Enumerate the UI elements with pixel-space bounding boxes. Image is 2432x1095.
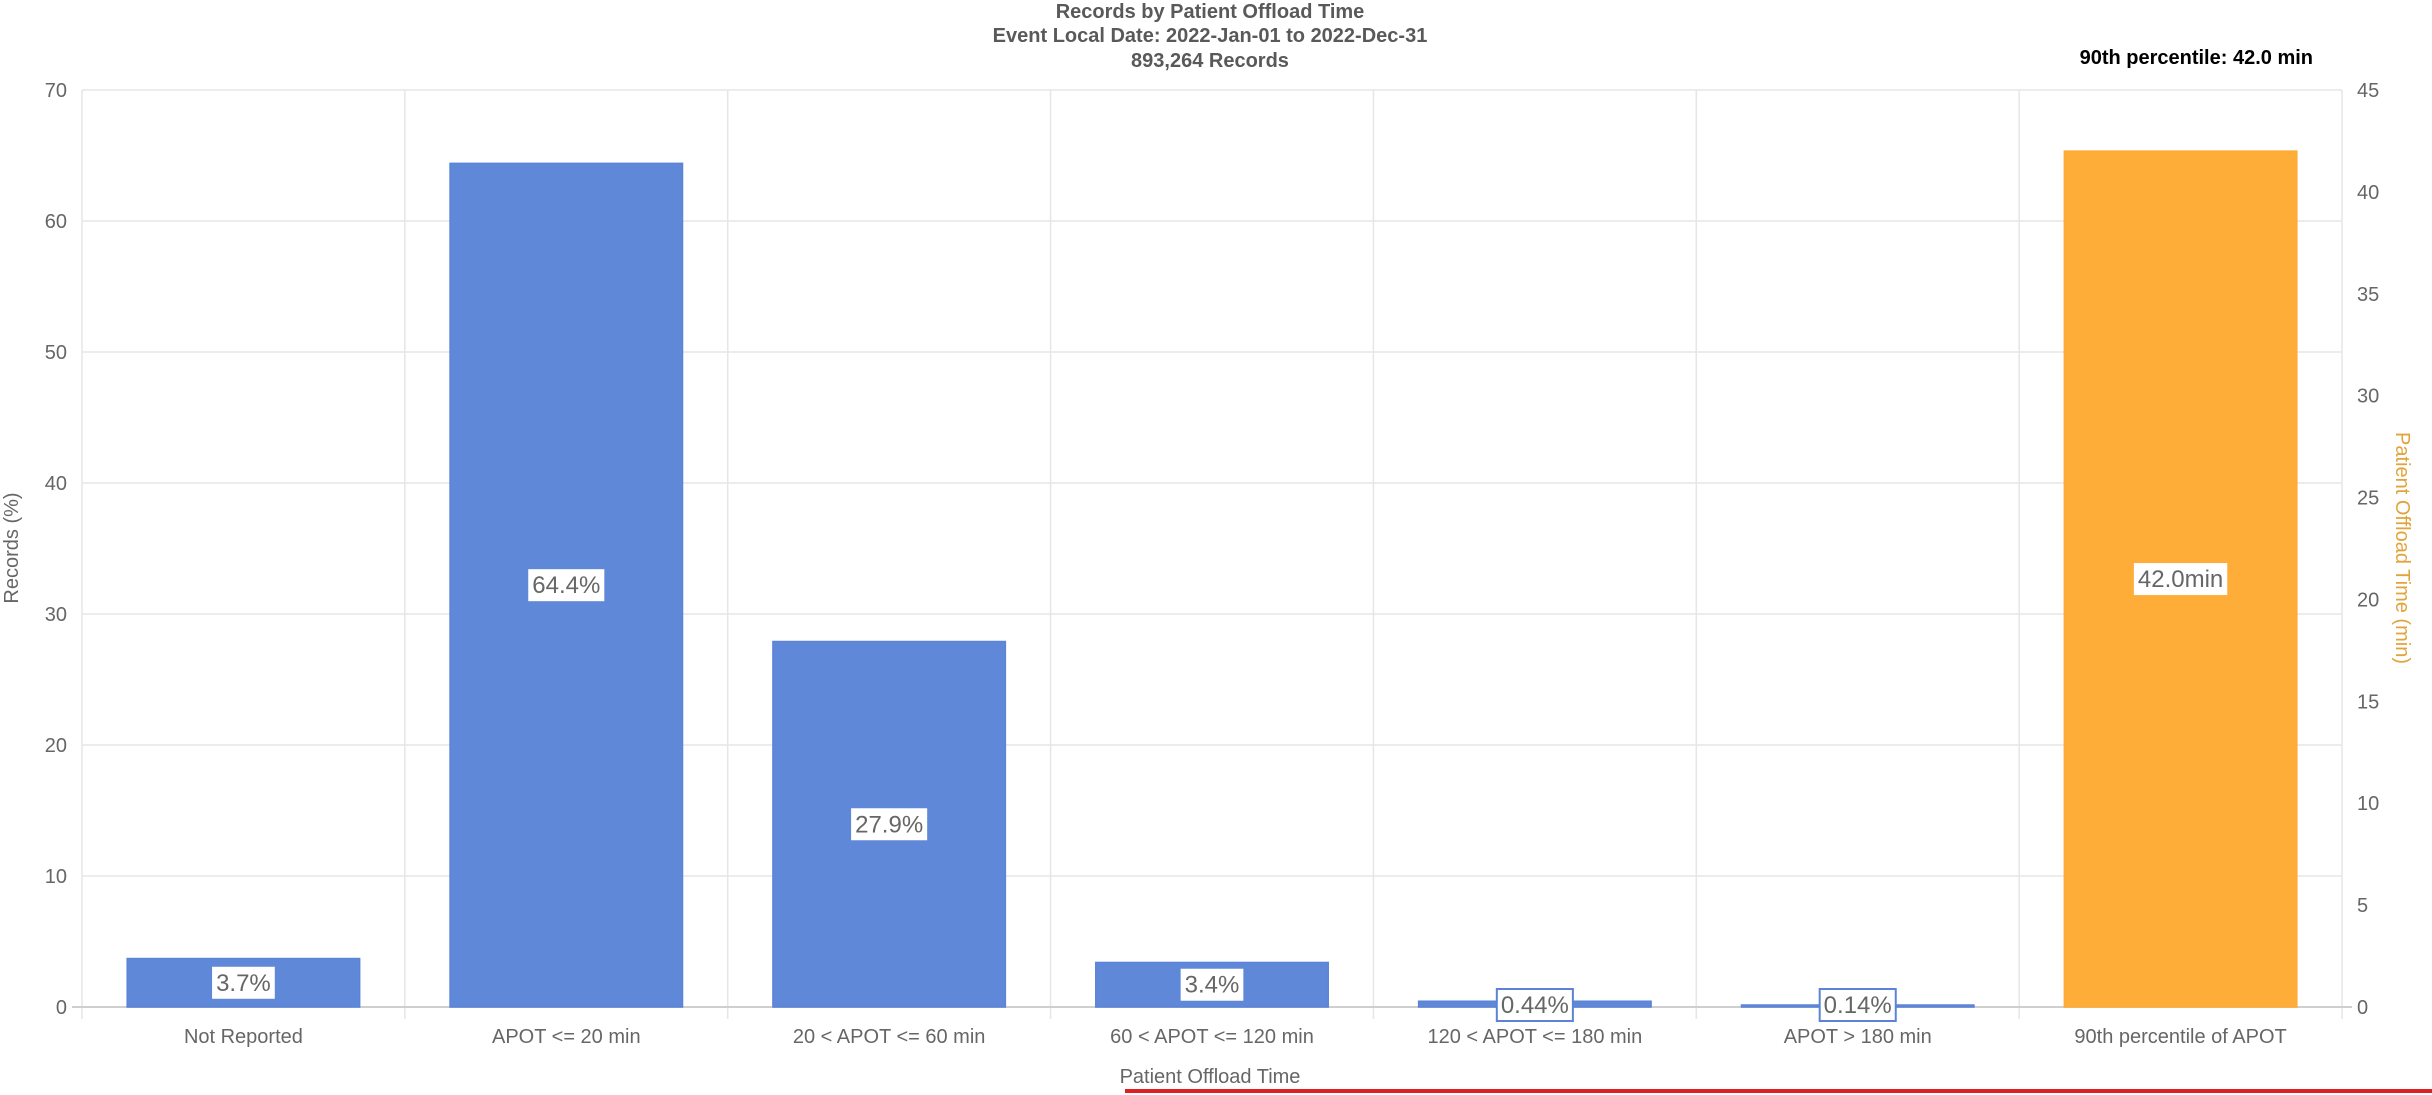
- gridlines: [72, 89, 2352, 1019]
- bars: [126, 150, 2298, 1008]
- data-labels: 3.7% 64.4% 27.9% 3.4% 0.44% 0.14% 42.0min: [212, 563, 2228, 1022]
- data-label: 64.4%: [528, 569, 605, 602]
- data-label-box: [528, 569, 605, 602]
- data-label: 27.9%: [851, 808, 928, 841]
- x-category-label: APOT > 180 min: [1784, 1026, 1932, 1048]
- y-tick-label: 50: [45, 342, 67, 364]
- y2-tick-label: 0: [2357, 997, 2368, 1019]
- y2-axis-ticks: 0 5 10 15 20 25 30 35 40 45: [2357, 80, 2379, 1019]
- data-label-box: [851, 808, 928, 841]
- data-label: 3.7%: [212, 966, 275, 999]
- data-label: 3.4%: [1180, 968, 1244, 1001]
- y2-tick-label: 40: [2357, 182, 2379, 204]
- x-category-label: 90th percentile of APOT: [2074, 1026, 2286, 1048]
- y-tick-label: 0: [56, 997, 67, 1019]
- data-label-box: [212, 966, 275, 999]
- data-label: 42.0min: [2133, 563, 2228, 596]
- y2-tick-label: 35: [2357, 284, 2379, 306]
- y-tick-label: 40: [45, 473, 67, 495]
- data-label-text: 3.4%: [1185, 972, 1240, 999]
- y-tick-label: 30: [45, 604, 67, 626]
- y2-tick-label: 10: [2357, 793, 2379, 815]
- y2-tick-label: 5: [2357, 895, 2368, 917]
- percentile-note: 90th percentile: 42.0 min: [2080, 47, 2313, 69]
- data-label-text: 0.14%: [1824, 992, 1892, 1019]
- x-axis-title: Patient Offload Time: [1120, 1066, 1301, 1088]
- data-label: 0.14%: [1818, 988, 1897, 1022]
- data-label-box: [1495, 988, 1574, 1022]
- y-tick-label: 70: [45, 80, 67, 102]
- y-tick-label: 60: [45, 211, 67, 233]
- data-label: 0.44%: [1495, 988, 1574, 1022]
- y2-tick-label: 15: [2357, 691, 2379, 713]
- y-axis-ticks: 0 10 20 30 40 50 60 70: [45, 80, 67, 1019]
- x-axis-categories: Not Reported APOT <= 20 min 20 < APOT <= 6…: [184, 1026, 2287, 1048]
- data-label-box: [1818, 988, 1897, 1022]
- x-category-label: 120 < APOT <= 180 min: [1427, 1026, 1642, 1048]
- y2-axis-title: Patient Offload Time (min): [2391, 432, 2413, 664]
- chart-subtitle-records: 893,264 Records: [1131, 50, 1289, 72]
- y2-tick-label: 45: [2357, 80, 2379, 102]
- y2-tick-label: 20: [2357, 589, 2379, 611]
- chart-subtitle-date: Event Local Date: 2022-Jan-01 to 2022-De…: [993, 25, 1428, 47]
- y2-tick-label: 25: [2357, 488, 2379, 510]
- red-underline: [1125, 1089, 2432, 1093]
- data-label-text: 27.9%: [855, 811, 923, 838]
- y2-tick-label: 30: [2357, 386, 2379, 408]
- x-category-label: APOT <= 20 min: [492, 1026, 641, 1048]
- data-label-text: 64.4%: [532, 572, 600, 599]
- data-label-box: [1180, 968, 1244, 1001]
- x-category-label: Not Reported: [184, 1026, 303, 1048]
- data-label-box: [2133, 563, 2228, 596]
- x-category-label: 60 < APOT <= 120 min: [1110, 1026, 1314, 1048]
- y-axis-title: Records (%): [1, 492, 23, 603]
- data-label-text: 0.44%: [1501, 992, 1569, 1019]
- data-label-text: 3.7%: [216, 970, 271, 997]
- y-tick-label: 10: [45, 866, 67, 888]
- data-label-text: 42.0min: [2138, 566, 2223, 593]
- y-tick-label: 20: [45, 735, 67, 757]
- x-category-label: 20 < APOT <= 60 min: [793, 1026, 986, 1048]
- chart-title: Records by Patient Offload Time: [1056, 1, 1365, 23]
